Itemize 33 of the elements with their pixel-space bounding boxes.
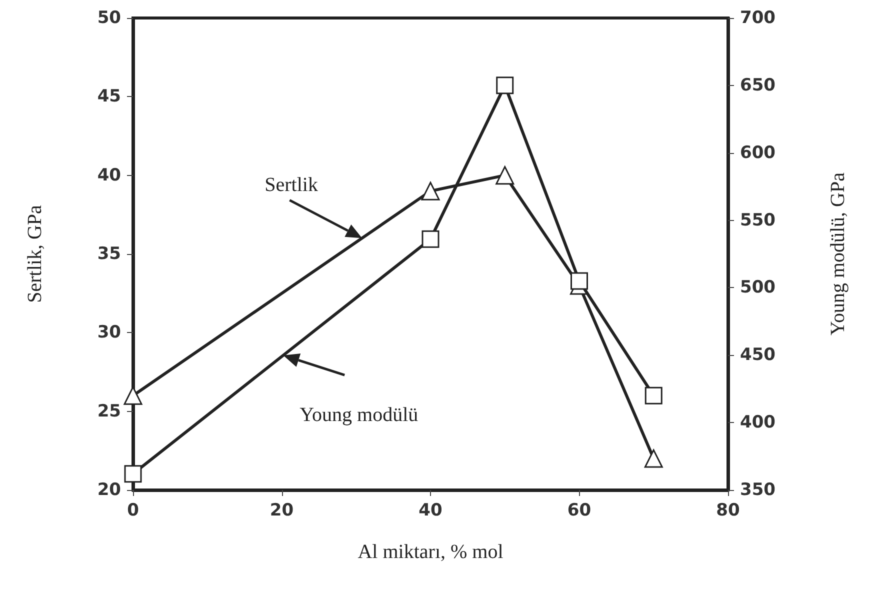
point (124, 465, 142, 483)
x-tick-label: 60 (567, 500, 592, 520)
x-tick-label: 80 (716, 500, 740, 520)
y2-tick-label: 550 (740, 210, 776, 230)
point (496, 76, 514, 94)
y2-tick-label: 700 (740, 8, 776, 28)
x-axis-title: Al miktarı, % mol (358, 541, 504, 563)
y2-tick-label: 450 (740, 345, 776, 366)
y2-tick-label: 650 (740, 75, 776, 96)
point (496, 166, 514, 185)
y-axis-title: Sertlik, GPa (24, 204, 46, 303)
point (570, 272, 588, 290)
y-tick-label: 40 (97, 165, 122, 186)
y2-tick-label: 500 (740, 278, 776, 298)
y-tick-label: 50 (97, 8, 122, 28)
y2-tick-label: 600 (740, 142, 776, 163)
x-tick-label: 40 (418, 500, 442, 520)
y2-tick-label: 350 (740, 480, 776, 500)
text: Young modülü (300, 404, 418, 426)
point (421, 182, 440, 200)
y-tick-label: 35 (97, 244, 121, 264)
text: Sertlik (264, 174, 318, 196)
point (644, 386, 662, 404)
y2-axis-title: Young modülü, GPa (827, 172, 849, 336)
y-tick-label: 30 (97, 322, 122, 343)
point (644, 449, 663, 468)
x-tick-label: 0 (127, 500, 140, 520)
x-tick-label: 20 (270, 500, 294, 520)
y-tick-label: 20 (97, 480, 122, 500)
y2-tick-label: 400 (740, 412, 776, 433)
y-tick-label: 45 (97, 86, 121, 107)
y-tick-label: 25 (97, 401, 121, 422)
point (422, 230, 440, 248)
